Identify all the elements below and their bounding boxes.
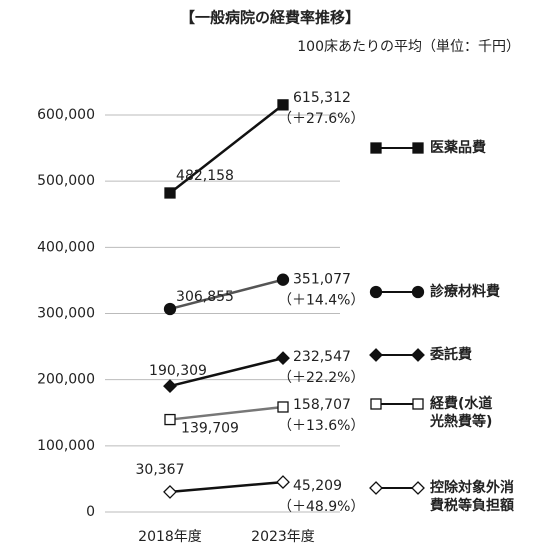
value-label: 351,077 [293,272,351,288]
x-tick-label: 2023年度 [251,529,315,545]
value-label: 139,709 [181,421,239,437]
legend-label: 診療材料費 [430,284,500,300]
legend-marker [369,481,383,495]
value-label: 45,209 [293,478,342,494]
legend-marker [411,285,425,299]
legend-label: 経費(水道 光熱費等) [430,396,493,430]
data-point [163,302,177,316]
change-label: （＋48.9%） [278,499,364,515]
series-line [169,480,284,494]
legend-label: 医薬品費 [430,140,486,156]
change-label: （＋14.4%） [278,293,364,309]
legend-marker [412,142,424,154]
change-label: （＋27.6%） [278,111,364,127]
value-label: 232,547 [293,349,351,365]
change-label: （＋22.2%） [278,370,364,386]
change-label: （＋13.6%） [278,418,364,434]
legend-marker [369,285,383,299]
data-point [277,99,289,111]
y-tick-label: 600,000 [37,107,95,123]
series-line [169,405,284,421]
data-point [276,475,290,490]
series-line [169,356,284,388]
legend-label: 委託費 [430,347,472,363]
legend-marker [370,142,382,154]
value-label: 615,312 [293,90,351,106]
x-tick-label: 2018年度 [138,529,202,545]
value-label: 482,158 [176,168,234,184]
value-label: 306,855 [176,289,234,305]
value-label: 190,309 [149,363,207,379]
y-tick-label: 500,000 [37,173,95,189]
y-tick-label: 300,000 [37,306,95,322]
y-tick-label: 400,000 [37,239,95,255]
y-tick-label: 100,000 [37,438,95,454]
legend-marker [411,481,425,495]
legend-marker [369,348,383,362]
data-point [277,401,289,413]
data-point [163,379,177,393]
data-point [276,351,290,366]
chart-title: 【一般病院の経費率推移】 [180,9,360,27]
data-point [276,273,290,286]
series-line [169,278,284,311]
data-point [164,413,176,426]
legend-marker [370,398,382,410]
y-tick-label: 200,000 [37,372,95,388]
series-line [169,103,284,194]
legend-marker [411,348,425,362]
value-label: 158,707 [293,397,351,413]
chart-subtitle: 100床あたりの平均（単位：千円） [297,39,520,55]
legend-label: 控除対象外消 費税等負担額 [430,480,514,514]
data-point [164,187,176,199]
data-point [163,484,177,499]
y-tick-label: 0 [86,504,95,520]
legend-marker [412,398,424,410]
value-label: 30,367 [136,462,185,478]
